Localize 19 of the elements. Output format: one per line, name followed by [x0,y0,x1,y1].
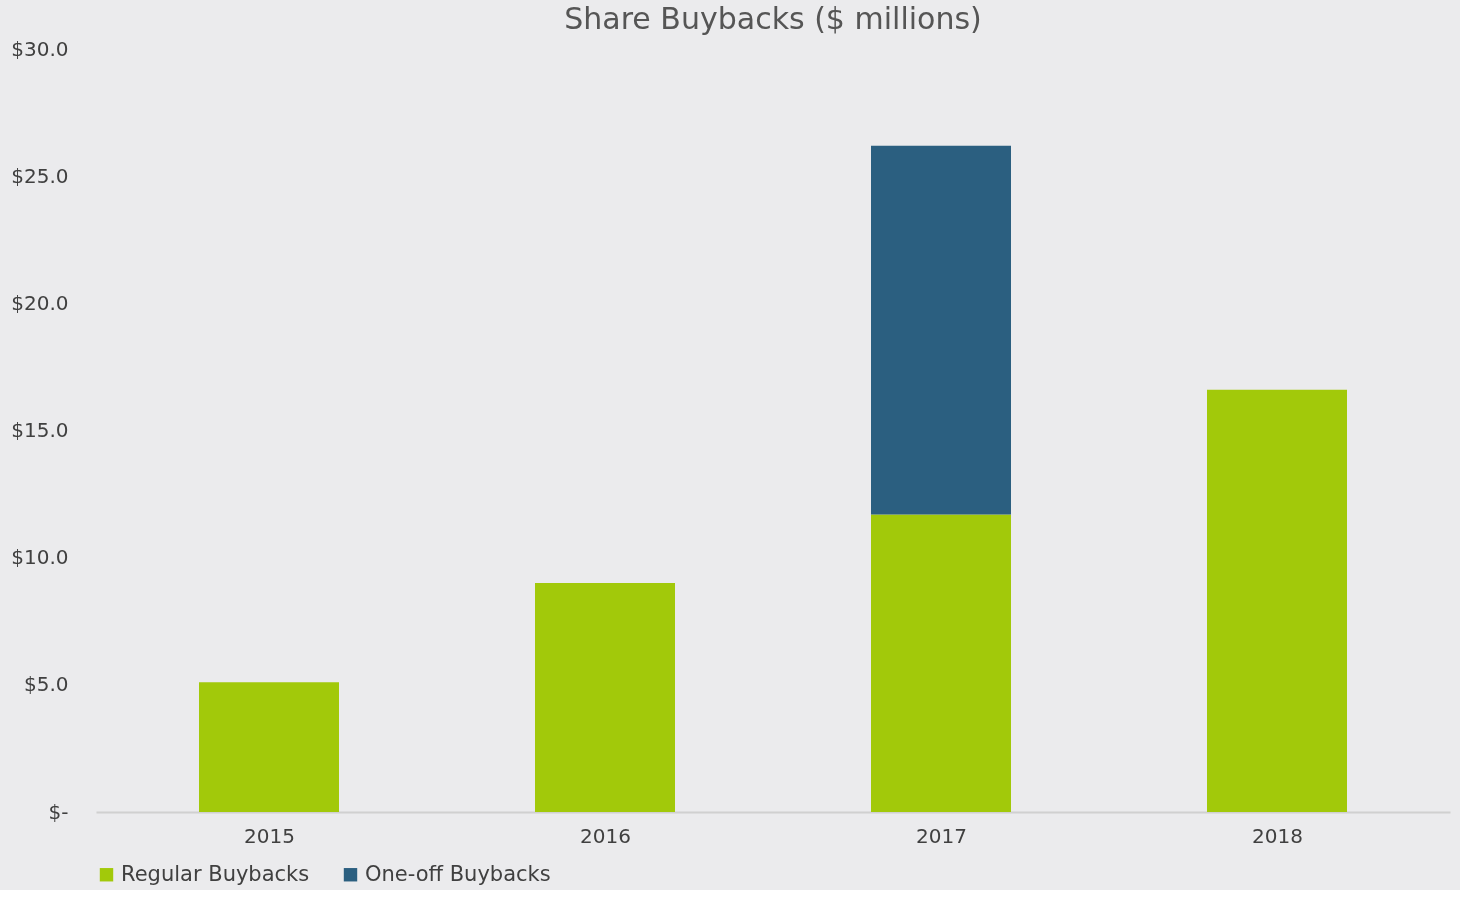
y-tick-label: $5.0 [23,672,69,697]
x-tick-label: 2017 [916,823,967,848]
bar [1207,389,1347,812]
y-tick-label: $10.0 [11,545,69,570]
chart-title: Share Buybacks ($ millions) [564,1,982,36]
bar [871,145,1011,515]
bar [199,682,339,812]
y-tick-label: $- [48,799,69,824]
legend-label: One-off Buybacks [365,861,551,886]
x-tick-label: 2015 [244,823,295,848]
legend-label: Regular Buybacks [121,861,310,886]
y-tick-label: $20.0 [11,290,69,315]
bar [871,514,1011,812]
bar [535,583,675,812]
y-tick-label: $25.0 [11,163,69,188]
y-tick-label: $15.0 [11,418,69,442]
y-tick-label: $30.0 [11,36,69,61]
x-tick-label: 2016 [580,823,631,848]
x-tick-label: 2018 [1252,823,1303,848]
